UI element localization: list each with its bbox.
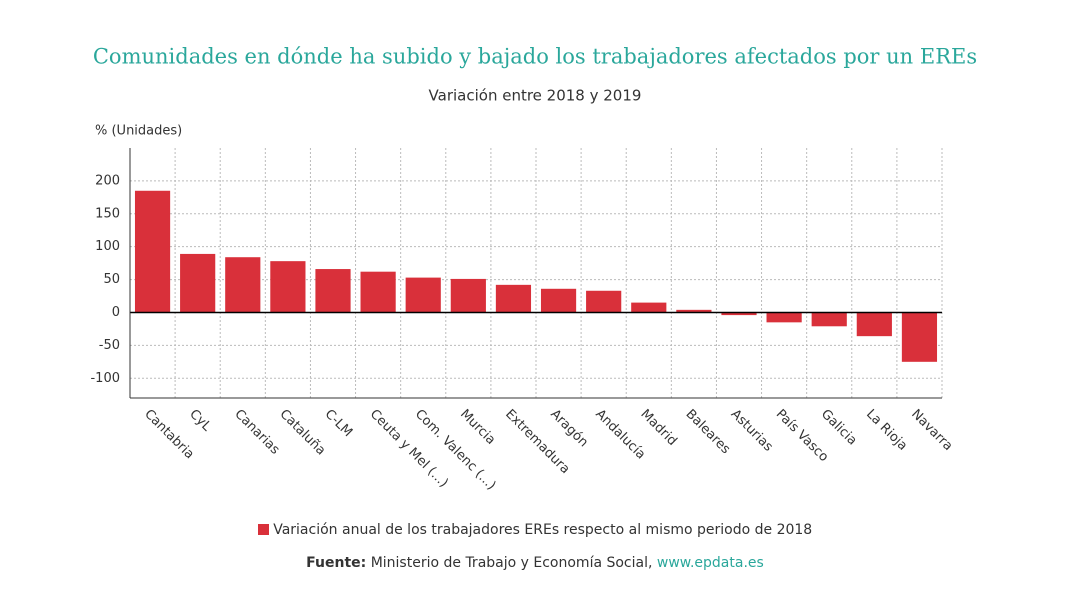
x-tick-label: Navarra xyxy=(908,407,955,454)
y-tick-label: 0 xyxy=(112,305,120,320)
bar xyxy=(586,290,622,313)
bar xyxy=(901,312,938,362)
source-text: Ministerio de Trabajo y Economía Social, xyxy=(370,555,653,571)
bar xyxy=(856,312,892,337)
bar xyxy=(631,302,667,313)
x-tick-label: Cataluña xyxy=(277,407,329,459)
bar xyxy=(540,288,577,313)
bar xyxy=(360,271,396,313)
bar xyxy=(180,253,216,313)
x-tick-label: La Rioja xyxy=(863,407,910,454)
x-tick-label: Com. Valenc (...) xyxy=(412,407,499,494)
bar xyxy=(134,190,171,313)
x-tick-label: Asturias xyxy=(728,407,776,455)
chart-title: Comunidades en dónde ha subido y bajado … xyxy=(93,45,977,69)
bar xyxy=(315,269,351,313)
legend: Variación anual de los trabajadores EREs… xyxy=(0,522,1070,538)
y-tick-label: -50 xyxy=(99,338,120,353)
y-tick-label: 100 xyxy=(95,239,120,254)
bar xyxy=(495,284,532,313)
x-tick-label: Galicia xyxy=(818,407,860,449)
y-tick-label: 50 xyxy=(103,272,120,287)
bar xyxy=(450,278,486,313)
x-tick-label: Aragón xyxy=(547,407,591,451)
bar xyxy=(721,312,757,316)
source: Fuente: Ministerio de Trabajo y Economía… xyxy=(0,555,1070,571)
x-tick-label: Madrid xyxy=(637,407,679,449)
legend-swatch xyxy=(257,524,269,535)
legend-label: Variación anual de los trabajadores EREs… xyxy=(273,522,813,538)
x-tick-label: CyL xyxy=(186,407,214,435)
y-tick-label: 200 xyxy=(95,173,120,188)
x-tick-label: C-LM xyxy=(322,407,355,440)
source-link[interactable]: www.epdata.es xyxy=(656,555,764,571)
source-label: Fuente: xyxy=(306,555,367,571)
chart-subtitle: Variación entre 2018 y 2019 xyxy=(429,87,642,105)
bar xyxy=(270,261,306,313)
y-axis-label: % (Unidades) xyxy=(95,124,182,139)
y-tick-label: 150 xyxy=(95,206,120,221)
bar xyxy=(225,257,261,313)
bar xyxy=(766,312,802,323)
x-tick-label: Ceuta y Mel (...) xyxy=(367,407,451,491)
y-tick-label: -100 xyxy=(90,371,120,386)
bar xyxy=(676,309,712,313)
x-tick-label: Canarias xyxy=(231,407,282,458)
bar xyxy=(405,277,441,313)
bar xyxy=(811,312,847,327)
x-tick-label: Murcia xyxy=(457,407,498,448)
x-tick-label: Baleares xyxy=(683,407,734,458)
